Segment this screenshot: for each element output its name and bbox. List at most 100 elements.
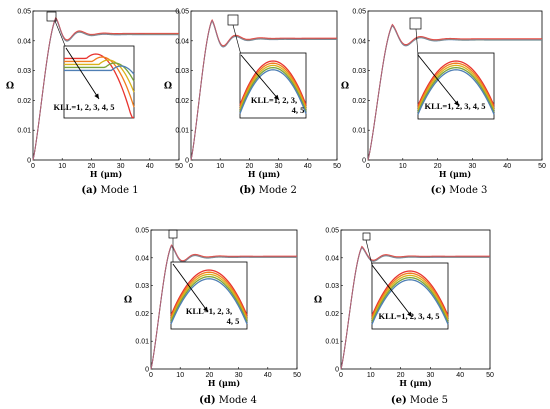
kll-annotation: 4, 5	[227, 316, 240, 326]
x-axis-label: H (μm)	[208, 378, 240, 388]
y-tick-label: 0.04	[17, 38, 31, 45]
panel-mode-3: 0 10 20 30 40 50 0 0.01 0.02 0.03 0.04 0.05 H (μm) Ω K…	[341, 9, 546, 197]
kll-annotation: KLL=1, 2, 3, 4, 5	[424, 101, 485, 111]
x-tick-label: 30	[235, 372, 243, 379]
x-tick-label: 10	[216, 163, 224, 170]
trend-arrowhead	[274, 94, 279, 100]
y-tick-label: 0.03	[325, 283, 339, 290]
y-tick-label: 0.01	[175, 128, 189, 135]
inset-series-line	[371, 274, 449, 321]
y-tick-label: 0.02	[135, 311, 149, 318]
x-tick-label: 40	[304, 163, 312, 170]
trend-arrowhead	[407, 311, 412, 317]
inset-series-line	[64, 65, 135, 75]
zoom-connector	[232, 24, 242, 56]
inset-series-line	[239, 66, 307, 112]
y-tick-label: 0.04	[352, 38, 366, 45]
x-tick-label: 30	[427, 372, 435, 379]
zoom-box	[362, 232, 371, 241]
y-tick-label: 0.03	[135, 283, 149, 290]
x-tick-label: 50	[333, 163, 341, 170]
x-tick-label: 50	[293, 372, 301, 379]
x-tick-label: 30	[469, 163, 477, 170]
trend-arrowhead	[203, 306, 208, 312]
zoom-connector	[415, 28, 419, 56]
caption-text: Mode 5	[407, 395, 448, 406]
x-tick-label: 0	[366, 163, 370, 170]
inset-series-line	[371, 272, 449, 319]
inset-series-line	[417, 60, 495, 106]
y-tick-label: 0.01	[17, 128, 31, 135]
trend-arrow	[371, 264, 413, 318]
x-tick-label: 40	[456, 372, 464, 379]
caption-label: (d)	[199, 395, 215, 406]
zoom-box	[409, 17, 422, 30]
x-tick-label: 0	[31, 163, 35, 170]
inset-series-line	[64, 59, 135, 93]
x-tick-label: 10	[176, 372, 184, 379]
y-tick-label: 0.01	[135, 339, 149, 346]
x-tick-label: 0	[339, 372, 343, 379]
inset-series-line	[417, 64, 495, 111]
panel-caption: (e) Mode 5	[391, 395, 448, 406]
x-tick-label: 10	[399, 163, 407, 170]
kll-annotation: KLL=1, 2, 3, 4, 5	[53, 102, 114, 112]
inset-series-line	[371, 270, 449, 316]
x-tick-label: 10	[58, 163, 66, 170]
x-tick-label: 0	[149, 372, 153, 379]
inset-series-line	[64, 53, 134, 119]
x-tick-label: 20	[88, 163, 96, 170]
x-tick-label: 50	[538, 163, 546, 170]
zoom-box	[168, 229, 178, 239]
y-tick-label: 0.05	[17, 9, 31, 16]
kll-annotation: 4, 5	[292, 105, 305, 115]
y-tick-label: 0.03	[352, 68, 366, 75]
x-tick-label: 30	[117, 163, 125, 170]
trend-arrow	[172, 263, 209, 313]
plot-frame	[150, 229, 298, 370]
series-line-blend	[367, 24, 542, 161]
trend-arrow	[65, 47, 100, 100]
panel-caption: (a) Mode 1	[81, 185, 138, 196]
inset-series-line	[239, 60, 307, 106]
caption-label: (a)	[81, 185, 97, 196]
x-tick-label: 40	[146, 163, 154, 170]
y-tick-label: 0.02	[17, 98, 31, 105]
plot-frame	[340, 229, 491, 370]
x-tick-label: 20	[246, 163, 254, 170]
trend-arrowhead	[94, 93, 99, 99]
inset-series-line	[239, 69, 307, 114]
y-tick-label: 0.04	[175, 38, 189, 45]
panel-mode-5: 0 10 20 30 40 50 0 0.01 0.02 0.03 0.04 0.05 H (μm) Ω K…	[314, 228, 494, 407]
x-tick-label: 20	[434, 163, 442, 170]
series-line-blend	[340, 246, 490, 370]
caption-text: Mode 2	[256, 185, 297, 196]
y-tick-label: 0	[335, 367, 339, 374]
y-tick-label: 0.02	[352, 98, 366, 105]
y-tick-label: 0	[145, 367, 149, 374]
y-tick-label: 0.03	[175, 68, 189, 75]
panel-caption: (d) Mode 4	[199, 395, 257, 406]
x-tick-label: 0	[189, 163, 193, 170]
inset-series-line	[170, 273, 248, 320]
plot-frame	[367, 10, 543, 161]
caption-label: (c)	[431, 185, 447, 196]
inset-series-line	[170, 271, 248, 318]
plot-frame	[190, 10, 338, 161]
y-tick-label: 0.05	[325, 228, 339, 235]
trend-arrow	[417, 54, 460, 107]
y-axis-label: Ω	[341, 82, 349, 92]
y-tick-label: 0.01	[325, 339, 339, 346]
y-tick-label: 0.01	[352, 128, 366, 135]
kll-annotation: KLL=1, 2, 3,	[186, 306, 232, 316]
zoom-box	[227, 14, 239, 26]
zoom-connector	[365, 239, 373, 266]
y-axis-label: Ω	[124, 296, 132, 306]
caption-label: (b)	[239, 185, 255, 196]
panel-mode-1: 0 10 20 30 40 50 0 0.01 0.02 0.03 0.04 0.05 H (μm) Ω K…	[6, 9, 183, 197]
y-axis-label: Ω	[314, 296, 322, 306]
y-tick-label: 0	[27, 158, 31, 165]
y-tick-label: 0.05	[352, 9, 366, 16]
